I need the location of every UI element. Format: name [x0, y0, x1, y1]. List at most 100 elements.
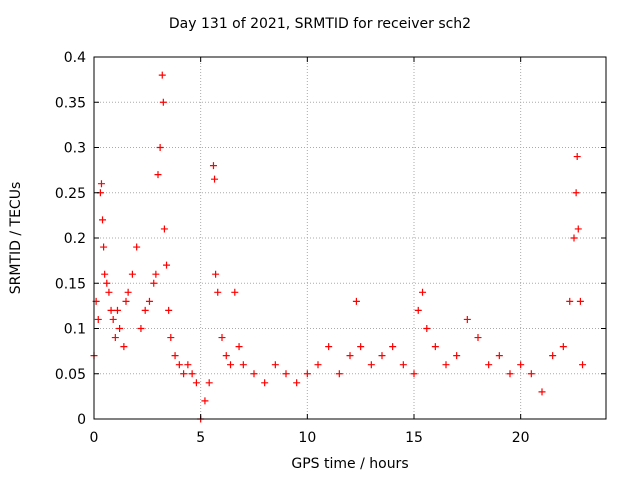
data-point	[124, 288, 132, 296]
data-point	[154, 171, 162, 179]
data-point	[128, 270, 136, 278]
data-point	[101, 270, 109, 278]
y-tick-label: 0.25	[55, 186, 86, 202]
axis-ticks	[93, 56, 606, 420]
y-tick-label: 0.1	[64, 322, 86, 338]
data-point	[188, 370, 196, 378]
x-tick-label: 20	[512, 430, 530, 446]
data-point	[122, 297, 130, 305]
data-point	[100, 243, 108, 251]
data-point	[160, 225, 168, 233]
data-point	[282, 370, 290, 378]
data-point	[158, 71, 166, 79]
data-point	[573, 153, 581, 161]
y-tick-label: 0.4	[64, 50, 86, 66]
data-point	[579, 361, 587, 369]
data-point	[239, 361, 247, 369]
data-point	[574, 225, 582, 233]
data-point	[442, 361, 450, 369]
y-tick-label: 0.15	[55, 276, 86, 292]
data-point	[314, 361, 322, 369]
data-point	[495, 352, 503, 360]
data-point	[566, 297, 574, 305]
x-axis-label: GPS time / hours	[291, 456, 409, 472]
data-point	[156, 144, 164, 151]
data-point	[463, 315, 471, 323]
data-point	[109, 315, 117, 323]
tick-labels: 0 0.05 0.1 0.15 0.2 0.25 0.3 0.35 0.4 0 5 10 15 20	[55, 50, 530, 446]
x-tick-label: 5	[196, 430, 205, 446]
data-point	[175, 361, 183, 369]
data-point	[211, 175, 219, 183]
data-point	[111, 334, 119, 342]
chart-title: Day 131 of 2021, SRMTID for receiver sch…	[168, 16, 472, 32]
data-point	[527, 370, 535, 378]
data-point	[378, 352, 386, 360]
data-point	[212, 270, 220, 278]
data-point	[120, 343, 128, 351]
data-point	[165, 306, 173, 314]
data-point	[214, 288, 222, 296]
data-point	[180, 370, 188, 378]
data-point	[367, 361, 375, 369]
data-point	[171, 352, 179, 360]
y-tick-label: 0	[77, 412, 86, 428]
data-point	[201, 397, 209, 405]
data-point	[485, 361, 493, 369]
data-point	[184, 361, 192, 369]
y-tick-label: 0.3	[64, 141, 86, 157]
data-point	[303, 370, 311, 378]
data-point	[235, 343, 243, 351]
data-point	[205, 379, 213, 387]
y-axis-label: SRMTID / TECUs	[8, 181, 24, 295]
data-point	[293, 379, 301, 387]
data-point	[99, 216, 107, 224]
data-point	[399, 361, 407, 369]
data-point	[152, 270, 160, 278]
data-point	[227, 361, 235, 369]
data-point	[423, 325, 431, 332]
y-tick-label: 0.05	[55, 367, 86, 383]
y-tick-label: 0.2	[64, 231, 86, 247]
data-point	[145, 297, 153, 305]
data-point	[419, 288, 427, 296]
data-point	[506, 370, 514, 378]
data-point	[357, 343, 365, 351]
data-points	[90, 71, 587, 423]
data-point	[105, 288, 113, 296]
data-point	[141, 306, 149, 314]
data-point	[474, 334, 482, 342]
data-point	[410, 370, 418, 378]
data-point	[218, 334, 226, 342]
data-point	[572, 189, 580, 197]
data-point	[549, 352, 557, 360]
data-point	[346, 352, 354, 360]
data-point	[271, 361, 279, 369]
data-point	[389, 343, 397, 351]
data-point	[97, 180, 105, 188]
data-point	[209, 162, 217, 170]
data-point	[570, 234, 578, 242]
data-point	[159, 98, 167, 106]
y-tick-label: 0.35	[55, 95, 86, 111]
data-point	[107, 306, 115, 314]
data-point	[113, 306, 121, 314]
data-point	[431, 343, 439, 351]
data-point	[559, 343, 567, 351]
data-point	[576, 297, 584, 305]
data-point	[261, 379, 269, 387]
data-point	[167, 334, 175, 342]
data-point	[453, 352, 461, 360]
x-tick-label: 10	[298, 430, 316, 446]
data-point	[325, 343, 333, 351]
x-tick-label: 15	[405, 430, 423, 446]
data-point	[163, 261, 171, 269]
data-point	[335, 370, 343, 378]
data-point	[414, 306, 422, 314]
data-point	[94, 315, 102, 323]
data-point	[137, 325, 145, 332]
data-point	[352, 297, 360, 305]
data-point	[222, 352, 230, 360]
data-point	[517, 361, 525, 369]
